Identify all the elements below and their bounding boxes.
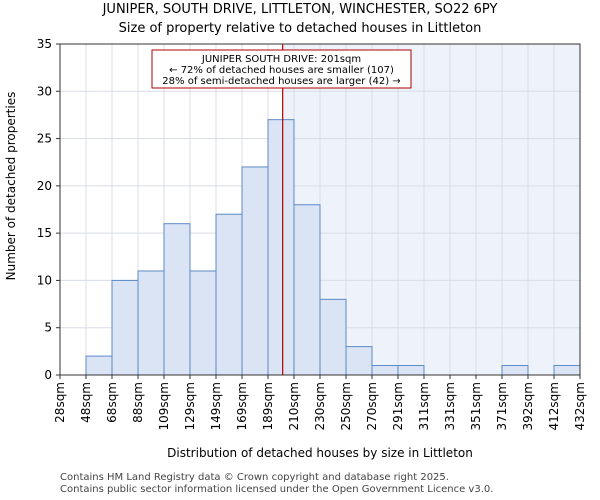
y-tick-label: 0 <box>44 368 52 382</box>
histogram-bar <box>501 365 529 376</box>
annotation-line: JUNIPER SOUTH DRIVE: 201sqm <box>201 54 361 65</box>
y-tick-label: 20 <box>37 179 52 193</box>
x-tick-label: 291sqm <box>391 382 405 430</box>
x-tick-label: 169sqm <box>235 382 249 430</box>
histogram-bar <box>189 270 217 376</box>
x-tick-label: 88sqm <box>131 382 145 423</box>
annotation-line: ← 72% of detached houses are smaller (10… <box>169 65 394 76</box>
histogram-bar <box>553 365 581 376</box>
x-axis-label: Distribution of detached houses by size … <box>167 446 473 460</box>
annotation-box <box>151 49 412 89</box>
histogram-bar <box>345 346 373 376</box>
y-tick-label: 15 <box>37 226 52 240</box>
y-tick-label: 10 <box>37 273 52 287</box>
y-axis-label: Number of detached properties <box>4 91 18 281</box>
y-tick-label: 5 <box>44 321 52 335</box>
x-tick-label: 412sqm <box>547 382 561 430</box>
histogram-bar <box>293 204 321 376</box>
x-tick-label: 392sqm <box>521 382 535 430</box>
x-tick-label: 311sqm <box>417 382 431 430</box>
x-tick-label: 48sqm <box>79 382 93 423</box>
x-tick-label: 432sqm <box>573 382 587 430</box>
annotation-line: 28% of semi-detached houses are larger (… <box>162 76 400 87</box>
x-tick-label: 270sqm <box>365 382 379 430</box>
histogram-bar <box>241 166 269 376</box>
x-tick-label: 149sqm <box>209 382 223 430</box>
x-tick-label: 331sqm <box>443 382 457 430</box>
histogram-bar <box>163 223 191 376</box>
x-tick-label: 351sqm <box>469 382 483 430</box>
histogram-bar <box>371 365 399 376</box>
x-tick-label: 210sqm <box>287 382 301 430</box>
x-tick-label: 129sqm <box>183 382 197 430</box>
histogram-bar <box>215 213 243 376</box>
chart-title: JUNIPER, SOUTH DRIVE, LITTLETON, WINCHES… <box>102 2 498 17</box>
footer-copyright: Contains HM Land Registry data © Crown c… <box>60 472 449 483</box>
x-tick-label: 68sqm <box>105 382 119 423</box>
x-tick-label: 250sqm <box>339 382 353 430</box>
histogram-bar <box>111 279 139 376</box>
x-tick-label: 189sqm <box>261 382 275 430</box>
histogram-bar <box>319 298 347 376</box>
chart-subtitle: Size of property relative to detached ho… <box>118 21 482 36</box>
histogram-bar <box>137 270 165 376</box>
x-tick-label: 28sqm <box>53 382 67 423</box>
y-tick-label: 25 <box>37 132 52 146</box>
x-tick-label: 109sqm <box>157 382 171 430</box>
footer-licence: Contains public sector information licen… <box>60 484 494 495</box>
x-tick-label: 230sqm <box>313 382 327 430</box>
histogram-bar <box>397 365 425 376</box>
histogram-bar <box>267 119 295 376</box>
histogram-bar <box>85 355 113 376</box>
y-tick-label: 30 <box>37 84 52 98</box>
x-tick-label: 371sqm <box>495 382 509 430</box>
y-tick-label: 35 <box>37 37 52 51</box>
